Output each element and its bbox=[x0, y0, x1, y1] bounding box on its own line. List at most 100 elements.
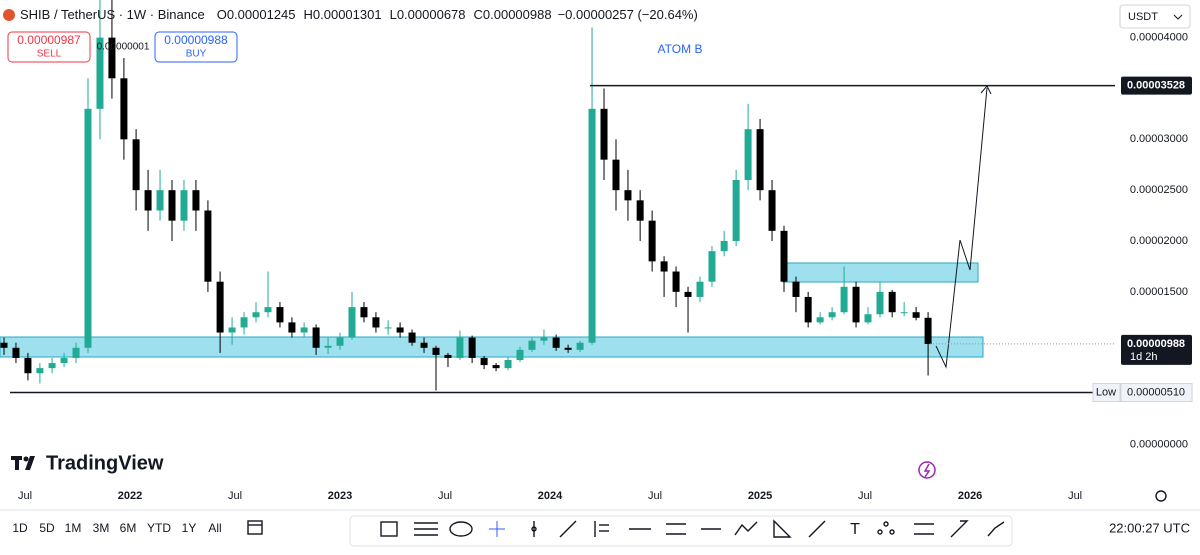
range-button[interactable]: 1Y bbox=[182, 521, 197, 535]
range-button[interactable]: 5D bbox=[39, 521, 55, 535]
candle-body bbox=[0, 342, 8, 348]
buy-label: BUY bbox=[186, 49, 207, 60]
candle-body bbox=[264, 307, 272, 313]
candle-body bbox=[456, 337, 464, 358]
tool-path[interactable] bbox=[734, 521, 758, 536]
candle-body bbox=[768, 190, 776, 231]
range-button[interactable]: YTD bbox=[147, 521, 171, 535]
tool-cursor[interactable] bbox=[531, 521, 537, 537]
dropdown-caret bbox=[1173, 14, 1183, 20]
candle-body bbox=[744, 129, 752, 180]
tool-brush[interactable] bbox=[808, 520, 826, 538]
tool-triangle[interactable] bbox=[773, 519, 792, 538]
candle-body bbox=[696, 281, 704, 297]
candle-body bbox=[192, 190, 200, 211]
x-tick-label: Jul bbox=[1068, 490, 1082, 502]
candle-body bbox=[372, 317, 380, 328]
candle-body bbox=[732, 180, 740, 242]
tool-ellipse[interactable] bbox=[449, 521, 473, 537]
candle-body bbox=[636, 200, 644, 221]
buy-price: 0.00000988 bbox=[164, 33, 228, 47]
symbol-logo bbox=[3, 9, 15, 21]
range-button[interactable]: 1D bbox=[12, 521, 28, 535]
settings-icon[interactable] bbox=[1155, 490, 1167, 502]
spread: 0.00000001 bbox=[97, 42, 150, 53]
logo-mark bbox=[11, 456, 35, 470]
resistance-zone bbox=[782, 262, 979, 283]
candle-body bbox=[708, 251, 716, 282]
alert-icon[interactable] bbox=[918, 461, 936, 479]
candle-body bbox=[408, 332, 416, 343]
tool-arrow[interactable] bbox=[950, 520, 969, 538]
range-button[interactable]: 3M bbox=[93, 521, 110, 535]
candle-body bbox=[384, 327, 392, 329]
candle-body bbox=[36, 368, 44, 374]
y-tick-label: 0.00003000 bbox=[1130, 133, 1188, 145]
candle-body bbox=[864, 314, 872, 323]
candle-body bbox=[756, 129, 764, 191]
candle-body bbox=[828, 312, 836, 318]
tool-text-glyph[interactable]: T bbox=[850, 521, 860, 538]
x-tick-label: Jul bbox=[228, 490, 242, 502]
candle-body bbox=[780, 230, 788, 282]
candle-body bbox=[288, 322, 296, 333]
y-tick-label: 0.00004000 bbox=[1130, 32, 1188, 44]
support-zone bbox=[0, 336, 984, 358]
calendar-icon[interactable] bbox=[247, 520, 263, 535]
tool-measure[interactable] bbox=[914, 523, 934, 535]
low-label-bg bbox=[1120, 383, 1193, 403]
candle-body bbox=[420, 342, 428, 348]
candle-body bbox=[312, 327, 320, 348]
tool-crosshair[interactable] bbox=[489, 521, 505, 537]
candle-body bbox=[432, 347, 440, 355]
clock: 22:00:27 UTC bbox=[1109, 520, 1190, 535]
candle-body bbox=[588, 108, 596, 343]
sell-button[interactable] bbox=[7, 31, 91, 63]
tool-trendline[interactable] bbox=[559, 520, 577, 538]
candle-body bbox=[24, 357, 32, 374]
tool-curve[interactable] bbox=[987, 521, 1005, 537]
ohlc-low: L0.00000678 bbox=[390, 7, 466, 22]
candle-body bbox=[444, 354, 452, 358]
arrow-head bbox=[980, 85, 992, 95]
tool-rect[interactable] bbox=[380, 521, 398, 537]
candle-body bbox=[300, 327, 308, 333]
tool-fib[interactable] bbox=[594, 521, 609, 537]
candle-body bbox=[228, 327, 236, 333]
range-button[interactable]: 6M bbox=[120, 521, 137, 535]
ohlc-close: C0.00000988 bbox=[474, 7, 552, 22]
candle-body bbox=[612, 159, 620, 191]
candle-body bbox=[48, 363, 56, 369]
candle-body bbox=[804, 296, 812, 323]
candle-body bbox=[492, 365, 500, 369]
candle-body bbox=[96, 37, 104, 109]
candle-body bbox=[600, 108, 608, 160]
tool-pattern[interactable] bbox=[877, 521, 895, 535]
candle-body bbox=[348, 307, 356, 338]
range-button[interactable]: All bbox=[208, 521, 221, 535]
sell-label: SELL bbox=[37, 49, 62, 60]
y-tick-label: 0.00001500 bbox=[1130, 286, 1188, 298]
candle-body bbox=[324, 345, 332, 348]
candle-body bbox=[12, 347, 20, 358]
buy-button[interactable] bbox=[154, 31, 238, 63]
range-button[interactable]: 1M bbox=[65, 521, 82, 535]
candle-body bbox=[684, 291, 692, 297]
tool-channel[interactable] bbox=[666, 523, 686, 535]
drawing-tools: T bbox=[380, 519, 1005, 538]
x-tick-label: 2023 bbox=[328, 490, 352, 502]
currency-select[interactable] bbox=[1119, 4, 1191, 29]
tool-lines[interactable] bbox=[414, 522, 438, 536]
candle-body bbox=[144, 190, 152, 211]
candle-body bbox=[84, 108, 92, 348]
ohlc-open: O0.00001245 bbox=[217, 7, 296, 22]
last-label: 0.00000988 bbox=[1127, 338, 1185, 350]
x-tick-label: Jul bbox=[438, 490, 452, 502]
projection-arrow bbox=[935, 87, 988, 369]
candle-body bbox=[336, 337, 344, 346]
candle-body bbox=[180, 190, 188, 221]
low-label: 0.00000510 bbox=[1127, 386, 1185, 398]
candle-body bbox=[660, 261, 668, 272]
candle-body bbox=[924, 317, 932, 344]
candle-body bbox=[168, 190, 176, 221]
